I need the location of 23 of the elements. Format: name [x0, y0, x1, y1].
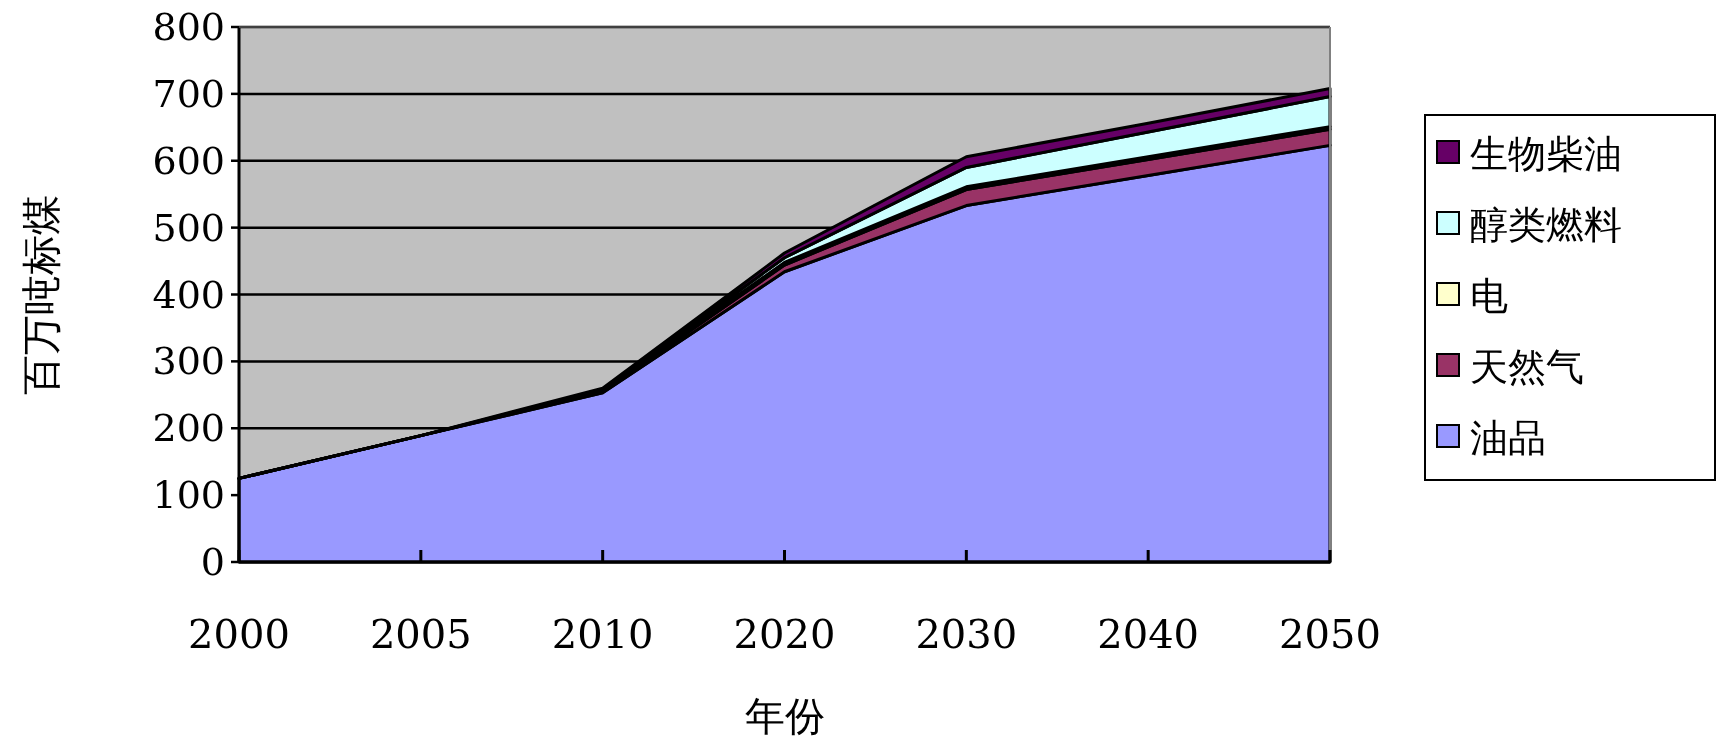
x-tick-label: 2020 [733, 611, 836, 657]
y-tick-label: 700 [152, 71, 225, 116]
x-tick-label: 2050 [1279, 611, 1381, 657]
legend-label: 油品 [1470, 416, 1546, 460]
y-tick-label: 800 [152, 5, 225, 49]
y-tick-label: 500 [152, 205, 225, 250]
y-tick-label: 300 [152, 339, 225, 384]
y-tick-label: 400 [152, 272, 225, 317]
y-tick-label: 100 [152, 473, 225, 518]
y-tick-label: 0 [200, 540, 225, 584]
x-tick-label: 2010 [551, 611, 654, 657]
y-axis-title: 百万吨标煤 [18, 194, 64, 395]
x-tick-label: 2040 [1097, 611, 1200, 657]
legend-label: 电 [1470, 274, 1508, 318]
x-tick-label: 2005 [369, 611, 472, 657]
y-tick-label: 600 [152, 138, 225, 183]
legend-label: 生物柴油 [1470, 132, 1622, 176]
x-tick-label: 2000 [188, 611, 290, 657]
y-tick-label: 200 [152, 406, 225, 451]
x-tick-label: 2030 [915, 611, 1018, 657]
legend-label: 天然气 [1470, 345, 1584, 389]
legend-label: 醇类燃料 [1470, 203, 1622, 247]
x-axis-title: 年份 [744, 693, 825, 739]
